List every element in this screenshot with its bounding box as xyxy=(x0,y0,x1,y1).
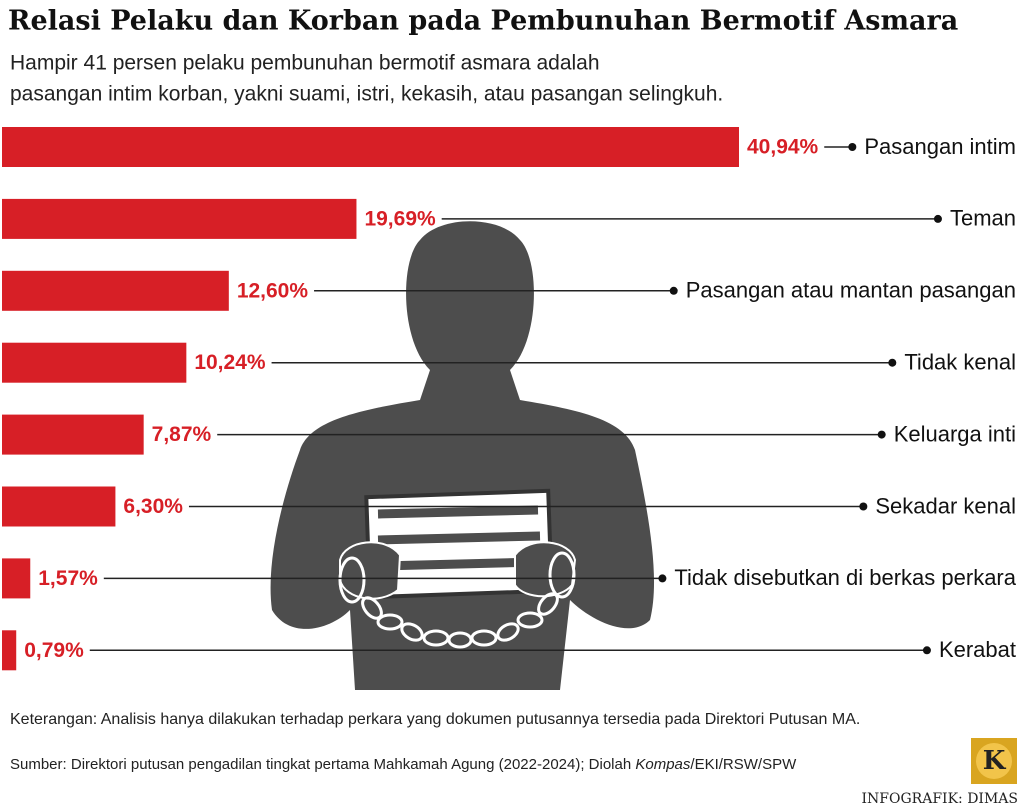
category-label: Tidak kenal xyxy=(904,350,1016,375)
note: Keterangan: Analisis hanya dilakukan ter… xyxy=(10,711,860,728)
leader-dot xyxy=(933,214,942,223)
source-text: /EKI/RSW/SPW xyxy=(690,756,797,773)
bar xyxy=(2,270,229,311)
category-label: Kerabat xyxy=(939,637,1016,662)
leader-dot xyxy=(848,143,857,151)
value-label: 10,24% xyxy=(194,351,266,374)
leader-dot xyxy=(669,286,678,295)
leader-dot xyxy=(888,358,897,367)
source: Sumber: Direktori putusan pengadilan tin… xyxy=(10,756,797,773)
subtitle: pasangan intim korban, yakni suami, istr… xyxy=(10,83,723,106)
category-label: Pasangan intim xyxy=(864,134,1016,159)
bar xyxy=(2,342,187,383)
bar xyxy=(2,127,739,167)
subtitle: Hampir 41 persen pelaku pembunuhan bermo… xyxy=(10,52,600,75)
category-label: Tidak disebutkan di berkas perkara xyxy=(674,565,1016,590)
credit: INFOGRAFIK: DIMAS xyxy=(862,791,1018,807)
source-text: Sumber: Direktori putusan pengadilan tin… xyxy=(10,756,635,773)
value-label: 12,60% xyxy=(237,279,309,302)
value-label: 19,69% xyxy=(364,207,436,230)
category-label: Keluarga inti xyxy=(894,421,1016,446)
leader-dot xyxy=(859,502,868,511)
bar xyxy=(2,486,116,527)
leader-dot xyxy=(658,574,667,583)
bar xyxy=(2,630,17,671)
category-label: Pasangan atau mantan pasangan xyxy=(686,278,1016,303)
value-label: 7,87% xyxy=(152,423,212,446)
value-label: 6,30% xyxy=(123,495,183,518)
silhouette-illustration xyxy=(270,221,655,690)
category-label: Teman xyxy=(950,206,1016,231)
logo-circle xyxy=(976,743,1012,779)
value-label: 1,57% xyxy=(38,567,98,590)
leader-dot xyxy=(922,646,931,655)
bar xyxy=(2,198,357,239)
value-label: 40,94% xyxy=(747,136,819,159)
bar xyxy=(2,414,144,455)
leader-dot xyxy=(877,430,886,439)
source-italic: Kompas xyxy=(635,756,691,773)
category-label: Sekadar kenal xyxy=(875,493,1016,518)
chart-title: Relasi Pelaku dan Korban pada Pembunuhan… xyxy=(8,6,958,37)
value-label: 0,79% xyxy=(24,639,84,662)
logo: K xyxy=(983,746,1007,776)
bar xyxy=(2,558,31,599)
